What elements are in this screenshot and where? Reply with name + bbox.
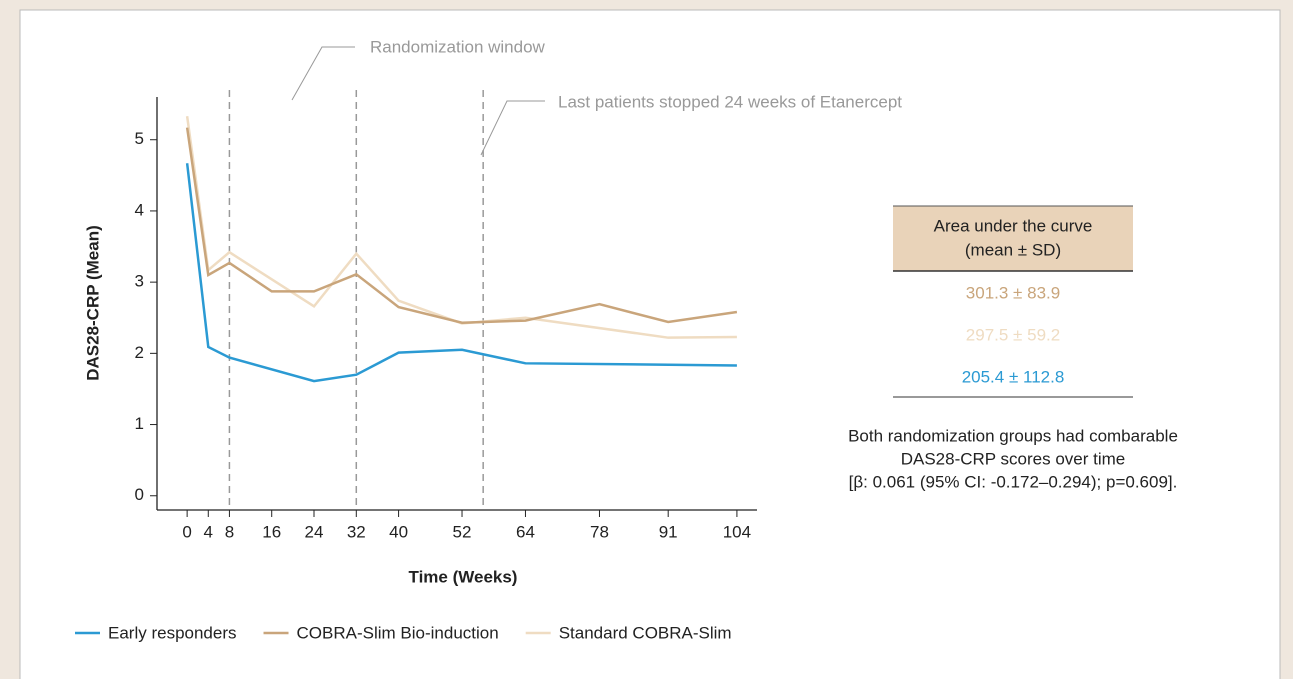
- table-cell: 205.4 ± 112.8: [962, 367, 1065, 386]
- annotation: Randomization window: [370, 37, 546, 56]
- x-axis-title: Time (Weeks): [409, 567, 518, 586]
- x-tick-label: 52: [453, 522, 472, 541]
- leader-line: [480, 100, 545, 156]
- y-tick-label: 4: [135, 200, 144, 219]
- x-tick-label: 91: [659, 522, 678, 541]
- x-tick-label: 8: [225, 522, 234, 541]
- x-tick-label: 0: [182, 522, 191, 541]
- table-header-bg: [893, 206, 1133, 271]
- y-axis-title: DAS28-CRP (Mean): [83, 225, 102, 381]
- leader-line: [291, 46, 355, 101]
- series-line: [185, 163, 737, 383]
- annotation: Last patients stopped 24 weeks of Etaner…: [558, 92, 902, 111]
- x-tick-label: 40: [389, 522, 408, 541]
- table-cell: 301.3 ± 83.9: [966, 283, 1060, 302]
- x-tick-label: 78: [590, 522, 609, 541]
- note: DAS28-CRP scores over time: [901, 449, 1126, 468]
- note: [β: 0.061 (95% CI: -0.172–0.294); p=0.60…: [849, 472, 1178, 491]
- y-tick-label: 3: [135, 272, 144, 291]
- x-tick-label: 64: [516, 522, 535, 541]
- series-line: [185, 127, 738, 324]
- x-tick-label: 32: [347, 522, 366, 541]
- legend-label: Standard COBRA-Slim: [559, 623, 732, 642]
- x-tick-label: 4: [204, 522, 213, 541]
- legend-label: Early responders: [108, 623, 237, 642]
- y-tick-label: 0: [135, 485, 144, 504]
- x-tick-label: 16: [262, 522, 281, 541]
- y-tick-label: 5: [135, 129, 144, 148]
- legend-label: COBRA-Slim Bio-induction: [297, 623, 499, 642]
- table-header: (mean ± SD): [965, 240, 1061, 259]
- series-line: [185, 116, 737, 339]
- x-tick-label: 24: [305, 522, 324, 541]
- x-tick-label: 104: [723, 522, 751, 541]
- table-header: Area under the curve: [934, 216, 1093, 235]
- table-cell: 297.5 ± 59.2: [966, 325, 1060, 344]
- y-tick-label: 1: [135, 414, 144, 433]
- note: Both randomization groups had combarable: [848, 426, 1178, 445]
- y-tick-label: 2: [135, 343, 144, 362]
